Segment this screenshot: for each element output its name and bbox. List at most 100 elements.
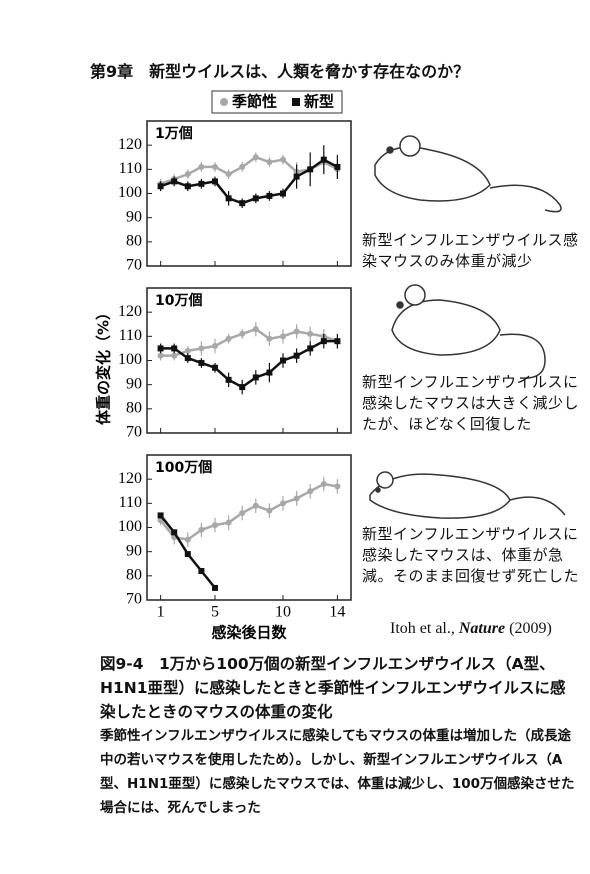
panel-title: 100万個 — [155, 459, 212, 476]
point — [280, 333, 286, 340]
point — [252, 502, 259, 509]
point — [212, 584, 218, 591]
x-tick-label: 1 — [157, 604, 165, 621]
point — [334, 483, 341, 490]
citation-year: (2009) — [509, 620, 552, 637]
legend-swatch — [220, 98, 228, 106]
point — [171, 352, 178, 359]
point — [334, 338, 341, 345]
point — [212, 364, 218, 371]
point — [266, 192, 273, 199]
annotation: 新型インフルエンザウイルスに感染したマウスは、体重が急減。そのまま回復せず死亡し… — [362, 525, 580, 585]
point — [157, 345, 164, 352]
point — [239, 330, 246, 337]
point — [212, 178, 218, 185]
point — [157, 512, 164, 519]
point — [225, 195, 232, 202]
y-tick-label: 90 — [126, 542, 142, 559]
point — [280, 500, 286, 507]
plot-frame — [146, 454, 352, 601]
y-tick-label: 90 — [126, 375, 142, 392]
legend-box — [211, 90, 343, 114]
point — [307, 166, 314, 173]
point — [157, 352, 164, 359]
annotation: 新型インフルエンザウイルスに感染したマウスは大きく減少したが、ほどなく回復した — [362, 373, 580, 433]
point — [171, 345, 178, 352]
y-tick-label: 110 — [119, 494, 142, 511]
point — [198, 526, 205, 533]
point — [171, 178, 178, 185]
x-axis-title: 感染後日数 — [211, 624, 287, 641]
point — [225, 171, 232, 178]
chart: 1万個708090100110120体重の変化（%）10万個7080901001… — [95, 90, 566, 641]
point — [239, 200, 246, 207]
point — [252, 326, 259, 333]
y-tick-label: 100 — [118, 518, 142, 535]
point — [198, 359, 205, 366]
x-tick-label: 14 — [329, 604, 345, 621]
point — [293, 328, 300, 335]
point — [320, 481, 327, 487]
point — [252, 195, 259, 202]
citation-journal: Nature — [458, 620, 506, 637]
point — [293, 173, 300, 180]
point — [293, 352, 300, 359]
citation-authors: Itoh et al., — [390, 620, 455, 637]
y-tick-label: 120 — [118, 136, 142, 153]
point — [157, 183, 164, 190]
y-tick-label: 110 — [119, 160, 142, 177]
point — [266, 507, 273, 514]
point — [198, 345, 205, 352]
point — [266, 369, 273, 376]
point — [280, 190, 286, 197]
y-tick-label: 120 — [118, 470, 142, 487]
point — [225, 376, 232, 383]
panel-title: 1万個 — [155, 125, 193, 142]
point — [252, 374, 259, 381]
y-tick-label: 100 — [118, 184, 142, 201]
point — [212, 163, 218, 170]
legend-label: 季節性 — [232, 93, 277, 111]
point — [198, 180, 205, 187]
point — [212, 343, 218, 349]
point — [320, 338, 327, 345]
point — [198, 163, 205, 170]
point — [252, 154, 259, 161]
point — [171, 529, 178, 536]
point — [225, 519, 232, 526]
point — [212, 522, 218, 529]
citation: Itoh et al., Nature (2009) — [390, 620, 552, 638]
y-tick-label: 80 — [126, 233, 142, 250]
point — [280, 357, 286, 364]
point — [320, 156, 327, 163]
point — [184, 551, 191, 558]
mouse-illustrations — [369, 135, 566, 519]
point — [239, 163, 246, 170]
legend-swatch — [292, 98, 300, 106]
y-tick-label: 120 — [118, 303, 142, 320]
point — [225, 335, 232, 342]
y-tick-label: 70 — [126, 424, 142, 441]
point — [239, 510, 246, 516]
plot-frame — [146, 120, 352, 267]
point — [280, 156, 286, 163]
point — [334, 163, 341, 170]
legend-label: 新型 — [304, 93, 334, 111]
plot-frame — [146, 287, 352, 434]
figure-caption: 図9-4 1万から100万個の新型インフルエンザウイルス（A型、H1N1亜型）に… — [100, 655, 566, 721]
x-tick-label: 10 — [275, 604, 291, 621]
y-axis-title: 体重の変化（%） — [95, 305, 113, 425]
y-tick-label: 70 — [126, 257, 142, 274]
point — [307, 488, 314, 495]
point — [239, 384, 246, 391]
body-text: 季節性インフルエンザウイルスに感染してもマウスの体重は増加した（成長途中の若いマ… — [100, 728, 575, 816]
point — [266, 159, 273, 166]
y-tick-label: 80 — [126, 400, 142, 417]
point — [184, 355, 191, 362]
x-tick-label: 5 — [211, 604, 219, 621]
y-tick-label: 90 — [126, 208, 142, 225]
y-tick-label: 110 — [119, 327, 142, 344]
y-tick-label: 80 — [126, 567, 142, 584]
panel-title: 10万個 — [155, 292, 202, 309]
